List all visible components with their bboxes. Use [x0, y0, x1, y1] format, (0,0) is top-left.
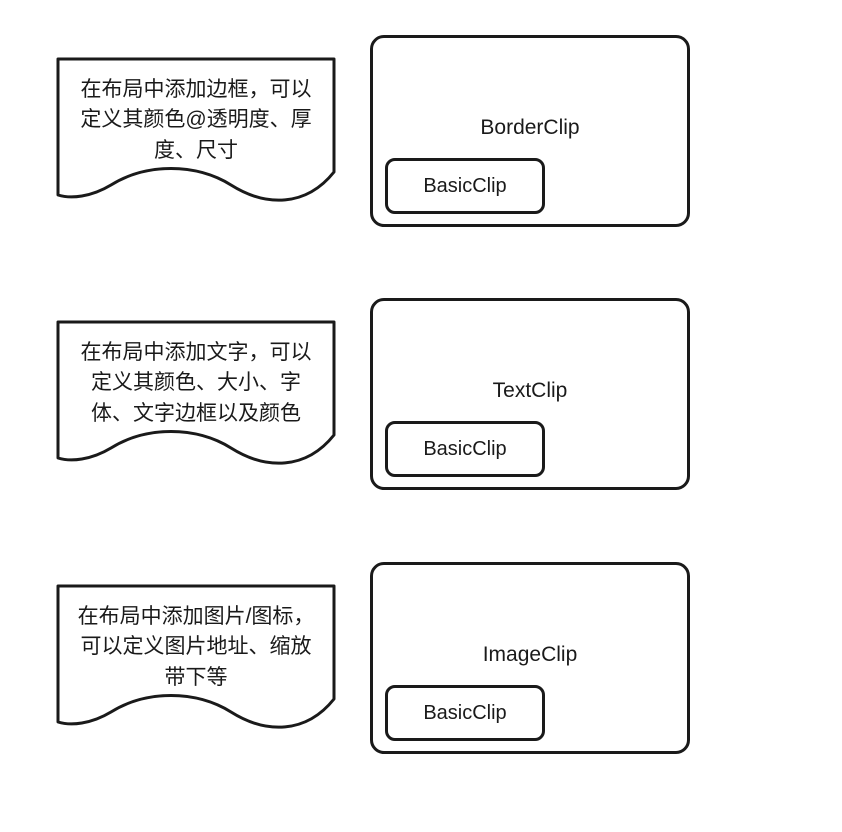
clip-inner-label: BasicClip	[423, 702, 506, 725]
clip-inner-box: BasicClip	[385, 158, 545, 214]
diagram-row: 在布局中添加文字，可以定义其颜色、大小、字体、文字边框以及颜色 TextClip…	[0, 298, 842, 498]
note-text: 在布局中添加边框，可以定义其颜色@透明度、厚度、尺寸	[72, 75, 320, 166]
note-bubble: 在布局中添加文字，可以定义其颜色、大小、字体、文字边框以及颜色	[56, 320, 336, 475]
clip-outer-label: ImageClip	[373, 643, 687, 667]
clip-inner-box: BasicClip	[385, 685, 545, 741]
clip-inner-label: BasicClip	[423, 438, 506, 461]
clip-outer-box: BorderClip BasicClip	[370, 35, 690, 227]
diagram-row: 在布局中添加边框，可以定义其颜色@透明度、厚度、尺寸 BorderClip Ba…	[0, 35, 842, 235]
clip-outer-box: TextClip BasicClip	[370, 298, 690, 490]
note-text: 在布局中添加图片/图标，可以定义图片地址、缩放带下等	[72, 602, 320, 693]
clip-inner-box: BasicClip	[385, 421, 545, 477]
note-text: 在布局中添加文字，可以定义其颜色、大小、字体、文字边框以及颜色	[72, 338, 320, 429]
clip-outer-box: ImageClip BasicClip	[370, 562, 690, 754]
diagram-canvas: 在布局中添加边框，可以定义其颜色@透明度、厚度、尺寸 BorderClip Ba…	[0, 0, 842, 832]
note-bubble: 在布局中添加图片/图标，可以定义图片地址、缩放带下等	[56, 584, 336, 739]
clip-outer-label: TextClip	[373, 379, 687, 403]
clip-inner-label: BasicClip	[423, 175, 506, 198]
clip-outer-label: BorderClip	[373, 116, 687, 140]
diagram-row: 在布局中添加图片/图标，可以定义图片地址、缩放带下等 ImageClip Bas…	[0, 562, 842, 762]
note-bubble: 在布局中添加边框，可以定义其颜色@透明度、厚度、尺寸	[56, 57, 336, 212]
